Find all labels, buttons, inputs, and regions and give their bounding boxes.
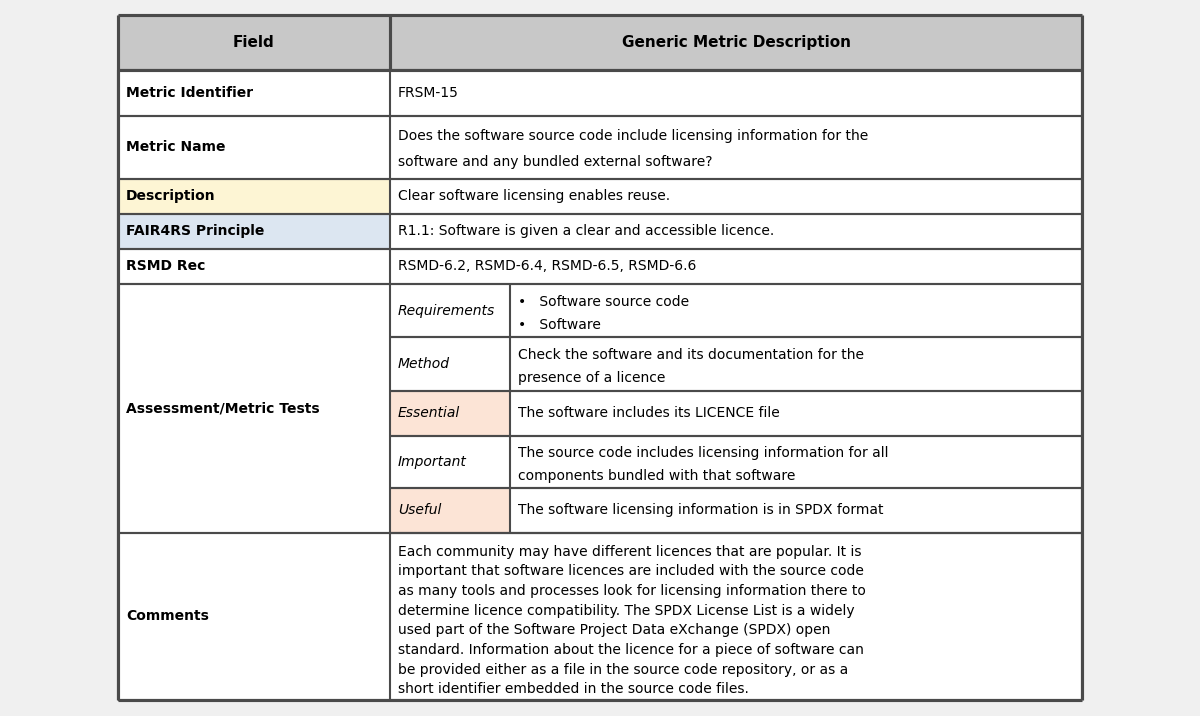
Bar	[390, 284, 510, 337]
Bar	[118, 213, 390, 248]
Text: Important: Important	[398, 455, 467, 469]
Text: The software includes its LICENCE file: The software includes its LICENCE file	[518, 407, 780, 420]
Text: be provided either as a file in the source code repository, or as a: be provided either as a file in the sour…	[398, 663, 848, 677]
Text: •   Software: • Software	[518, 318, 601, 332]
Text: Generic Metric Description: Generic Metric Description	[622, 35, 851, 50]
Text: Useful: Useful	[398, 503, 442, 518]
Text: Metric Name: Metric Name	[126, 140, 226, 154]
Text: R1.1: Software is given a clear and accessible licence.: R1.1: Software is given a clear and acce…	[398, 224, 774, 238]
Text: RSMD-6.2, RSMD-6.4, RSMD-6.5, RSMD-6.6: RSMD-6.2, RSMD-6.4, RSMD-6.5, RSMD-6.6	[398, 259, 696, 274]
Text: Each community may have different licences that are popular. It is: Each community may have different licenc…	[398, 545, 862, 558]
Bar	[510, 391, 1082, 436]
Bar	[390, 337, 510, 391]
Bar	[390, 391, 510, 436]
Text: Clear software licensing enables reuse.: Clear software licensing enables reuse.	[398, 189, 670, 203]
Text: Does the software source code include licensing information for the: Does the software source code include li…	[398, 130, 869, 143]
Text: components bundled with that software: components bundled with that software	[518, 469, 796, 483]
Bar	[390, 70, 1082, 116]
Bar	[390, 15, 1082, 70]
Text: Metric Identifier: Metric Identifier	[126, 86, 253, 100]
Text: standard. Information about the licence for a piece of software can: standard. Information about the licence …	[398, 643, 864, 657]
Bar	[118, 284, 390, 533]
Text: Assessment/Metric Tests: Assessment/Metric Tests	[126, 402, 319, 415]
Bar	[510, 337, 1082, 391]
Text: The source code includes licensing information for all: The source code includes licensing infor…	[518, 447, 888, 460]
Text: Check the software and its documentation for the: Check the software and its documentation…	[518, 348, 864, 362]
Bar	[390, 248, 1082, 284]
Bar	[390, 116, 1082, 178]
Text: Description: Description	[126, 189, 216, 203]
Bar	[510, 488, 1082, 533]
Text: The software licensing information is in SPDX format: The software licensing information is in…	[518, 503, 883, 518]
Text: important that software licences are included with the source code: important that software licences are inc…	[398, 564, 864, 579]
Text: as many tools and processes look for licensing information there to: as many tools and processes look for lic…	[398, 584, 866, 598]
Bar	[118, 116, 390, 178]
Bar	[390, 213, 1082, 248]
Bar	[118, 178, 390, 213]
Text: Method: Method	[398, 357, 450, 371]
Text: software and any bundled external software?: software and any bundled external softwa…	[398, 155, 713, 168]
Text: FAIR4RS Principle: FAIR4RS Principle	[126, 224, 264, 238]
Text: presence of a licence: presence of a licence	[518, 372, 665, 385]
Bar	[390, 436, 510, 488]
Text: used part of the Software Project Data eXchange (SPDX) open: used part of the Software Project Data e…	[398, 624, 830, 637]
Bar	[118, 248, 390, 284]
Bar	[510, 436, 1082, 488]
Text: Field: Field	[233, 35, 275, 50]
Text: Comments: Comments	[126, 609, 209, 624]
Bar	[118, 15, 390, 70]
Text: Essential: Essential	[398, 407, 461, 420]
Bar	[510, 284, 1082, 337]
Bar	[390, 178, 1082, 213]
Text: Requirements: Requirements	[398, 304, 496, 318]
Text: FRSM-15: FRSM-15	[398, 86, 458, 100]
Text: short identifier embedded in the source code files.: short identifier embedded in the source …	[398, 682, 749, 697]
Text: RSMD Rec: RSMD Rec	[126, 259, 205, 274]
Text: determine licence compatibility. The SPDX License List is a widely: determine licence compatibility. The SPD…	[398, 604, 854, 618]
Bar	[118, 533, 390, 700]
Bar	[390, 533, 1082, 700]
Bar	[118, 70, 390, 116]
Text: •   Software source code: • Software source code	[518, 294, 689, 309]
Bar	[390, 488, 510, 533]
